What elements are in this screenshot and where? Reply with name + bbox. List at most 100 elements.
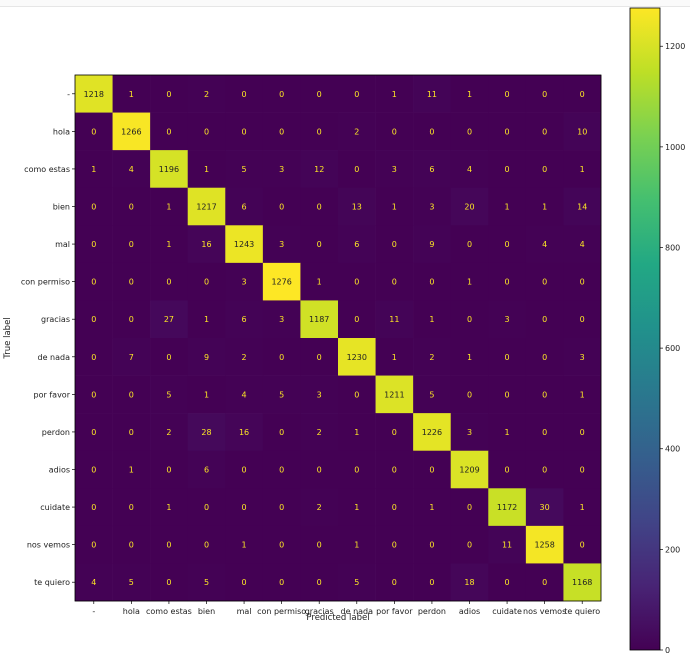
y-tick-label: adios	[49, 466, 70, 475]
heatmap-cell	[413, 375, 452, 414]
cell-value-label: 30	[540, 503, 550, 512]
x-axis-label: Predicted label	[306, 613, 369, 623]
window-top-edge	[0, 0, 690, 7]
heatmap-cell	[450, 75, 489, 113]
heatmap-cell	[150, 225, 189, 264]
heatmap-cell	[525, 450, 564, 489]
heatmap-cell	[187, 525, 226, 564]
heatmap-cell	[187, 300, 226, 339]
cell-value-label: 1	[91, 165, 96, 174]
heatmap-cell	[338, 300, 376, 339]
heatmap-cell	[413, 338, 452, 376]
cell-value-label: 5	[354, 578, 359, 587]
heatmap-cell	[75, 262, 113, 301]
cell-value-label: 0	[542, 278, 547, 287]
cell-value-label: 0	[542, 353, 547, 362]
cell-value-label: 0	[317, 466, 322, 475]
cell-value-label: 0	[392, 240, 397, 249]
heatmap-cell	[375, 187, 414, 226]
heatmap-cell	[300, 112, 339, 151]
heatmap-cell	[338, 262, 376, 301]
heatmap-cell	[225, 375, 264, 414]
cell-value-label: 1258	[534, 541, 554, 550]
heatmap-cell	[112, 450, 151, 489]
cell-value-label: 1243	[234, 240, 254, 249]
heatmap-cell	[338, 338, 376, 376]
heatmap-cell	[450, 413, 489, 452]
heatmap-cell	[338, 488, 376, 527]
x-tick-label: cuidate	[492, 607, 522, 616]
heatmap-cell	[488, 525, 527, 564]
cell-value-label: 3	[279, 240, 284, 249]
cell-value-label: 0	[242, 466, 247, 475]
heatmap-cell	[187, 413, 226, 452]
x-tick-label: -	[92, 607, 95, 616]
cell-value-label: 1	[129, 466, 134, 475]
cell-value-label: 6	[204, 466, 209, 475]
cell-value-label: 0	[542, 127, 547, 136]
heatmap-cell	[563, 488, 602, 527]
cell-value-label: 1	[467, 278, 472, 287]
cell-value-label: 3	[429, 203, 434, 212]
cell-value-label: 0	[242, 127, 247, 136]
heatmap-cell	[187, 225, 226, 264]
heatmap-cell	[262, 413, 301, 452]
cell-value-label: 3	[242, 278, 247, 287]
cell-value-label: 10	[577, 127, 587, 136]
heatmap-cell	[525, 112, 564, 151]
cell-value-label: 1	[166, 203, 171, 212]
cell-value-label: 0	[467, 503, 472, 512]
cell-value-label: 3	[279, 165, 284, 174]
cell-value-label: 0	[242, 90, 247, 99]
cell-value-label: 1	[580, 503, 585, 512]
heatmap-cell	[112, 75, 151, 113]
heatmap-cell	[525, 563, 564, 602]
cell-value-label: 5	[166, 390, 171, 399]
cell-value-label: 6	[354, 240, 359, 249]
cell-value-label: 0	[204, 503, 209, 512]
cell-value-label: 1	[129, 90, 134, 99]
heatmap-cell	[375, 450, 414, 489]
heatmap-cell	[187, 450, 226, 489]
cell-value-label: 0	[129, 503, 134, 512]
heatmap-cell	[488, 488, 527, 527]
heatmap-cell	[112, 488, 151, 527]
cell-value-label: 0	[467, 541, 472, 550]
cell-value-label: 0	[467, 390, 472, 399]
heatmap-cell	[525, 488, 564, 527]
cell-value-label: 2	[204, 90, 209, 99]
cell-value-label: 1	[354, 428, 359, 437]
x-tick-label: mal	[237, 607, 252, 616]
cell-value-label: 0	[354, 278, 359, 287]
heatmap-cell	[75, 225, 113, 264]
x-axis-ticks: - hola como estas bien mal con permisogracias…	[92, 601, 600, 616]
heatmap-cell	[112, 375, 151, 414]
cell-value-label: 0	[204, 278, 209, 287]
cell-value-label: 1	[429, 315, 434, 324]
cell-value-label: 0	[129, 428, 134, 437]
heatmap-cell	[225, 150, 264, 189]
y-tick-label: bien	[53, 203, 70, 212]
cell-value-label: 5	[204, 578, 209, 587]
cell-value-label: 0	[429, 466, 434, 475]
cell-value-label: 4	[580, 240, 585, 249]
cell-value-label: 0	[129, 541, 134, 550]
cell-value-label: 0	[505, 240, 510, 249]
heatmap-cell	[112, 112, 151, 151]
heatmap-cell	[262, 488, 301, 527]
heatmap-cell	[488, 300, 527, 339]
heatmap-cell	[225, 563, 264, 602]
cell-value-label: 1168	[572, 578, 592, 587]
heatmap-cell	[525, 75, 564, 113]
heatmap-cell	[525, 150, 564, 189]
cell-value-label: 1	[392, 203, 397, 212]
cell-value-label: 0	[392, 503, 397, 512]
cell-value-label: 0	[279, 353, 284, 362]
cell-value-label: 0	[542, 90, 547, 99]
heatmap-cell	[563, 413, 602, 452]
cell-value-label: 0	[279, 90, 284, 99]
heatmap-cell	[150, 112, 189, 151]
cell-value-label: 2	[317, 428, 322, 437]
cell-value-label: 0	[204, 541, 209, 550]
